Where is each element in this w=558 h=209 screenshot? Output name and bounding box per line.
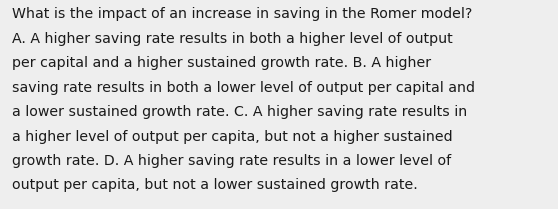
Text: saving rate results in both a lower level of output per capital and: saving rate results in both a lower leve…: [12, 81, 475, 95]
Text: output per​ capita, but not a lower sustained growth rate.: output per​ capita, but not a lower sust…: [12, 178, 418, 192]
Text: per capital and a higher sustained growth rate. B. A higher: per capital and a higher sustained growt…: [12, 56, 431, 70]
Text: a higher level of output per​ capita, but not a higher sustained: a higher level of output per​ capita, bu…: [12, 130, 453, 144]
Text: growth rate. D. A higher saving rate results in a lower level of: growth rate. D. A higher saving rate res…: [12, 154, 451, 168]
Text: A. A higher saving rate results in both a higher level of output: A. A higher saving rate results in both …: [12, 32, 453, 46]
Text: What is the impact of an increase in saving in the Romer​ model?: What is the impact of an increase in sav…: [12, 7, 473, 21]
Text: a lower sustained growth rate. C. A higher saving rate results in: a lower sustained growth rate. C. A high…: [12, 105, 468, 119]
